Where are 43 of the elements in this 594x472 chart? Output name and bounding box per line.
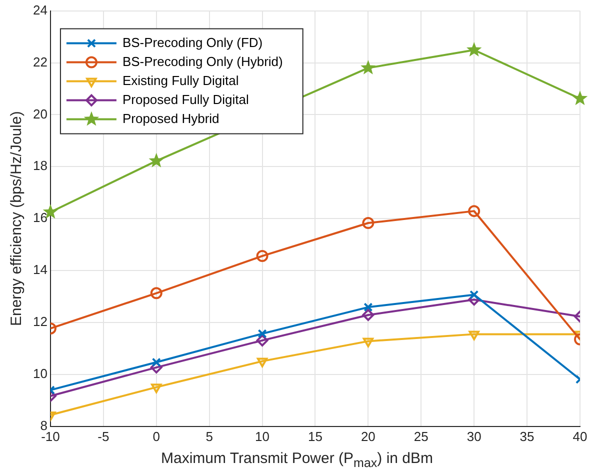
point	[362, 308, 374, 321]
y-tick-label: 24	[32, 2, 48, 18]
point	[466, 42, 482, 56]
y-tick-label: 14	[32, 262, 48, 278]
point	[360, 60, 376, 74]
x-tick-label: 40	[572, 428, 588, 444]
point	[151, 384, 162, 394]
point	[572, 90, 588, 106]
y-tick-label: 18	[32, 158, 48, 174]
y-tick-label: 16	[32, 210, 48, 226]
point	[362, 217, 374, 230]
legend-label: Proposed Fully Digital	[122, 92, 250, 107]
legend-label: Existing Fully Digital	[122, 72, 239, 88]
x-tick-label: 25	[414, 428, 428, 444]
x-axis-title: Maximum Transmit Power (P$_{max}$) in dBm	[160, 450, 434, 470]
x-tick-label: 20	[360, 428, 376, 444]
point	[258, 329, 267, 338]
y-tick-label: 20	[32, 106, 48, 122]
point	[256, 250, 268, 262]
y-axis-title: Energy efficiency (bps/Hz/Joule)	[8, 111, 26, 326]
point	[150, 287, 162, 300]
legend-label: BS-Precoding Only (FD)	[122, 34, 263, 50]
x-tick-label: -5	[98, 428, 110, 444]
point	[364, 302, 373, 312]
point	[256, 358, 268, 368]
legend-label: Proposed Hybrid	[122, 110, 220, 126]
point	[256, 334, 268, 346]
y-tick-label: 22	[32, 54, 48, 70]
y-tick-label: 8	[40, 418, 48, 433]
point	[148, 152, 164, 168]
x-tick-label: 10	[255, 428, 270, 444]
y-tick-label: 10	[32, 366, 48, 382]
x-tick-label: 0	[152, 428, 160, 444]
legend-label: BS-Precoding Only (Hybrid)	[122, 54, 283, 69]
y-tick-label: 12	[32, 314, 48, 330]
x-tick-label: 30	[466, 428, 482, 444]
x-tick-label: 35	[520, 428, 534, 444]
point	[468, 330, 480, 340]
x-tick-label: 5	[206, 428, 213, 444]
point	[362, 338, 374, 348]
point	[152, 358, 161, 367]
point	[468, 205, 480, 218]
x-tick-label: 15	[308, 428, 322, 444]
